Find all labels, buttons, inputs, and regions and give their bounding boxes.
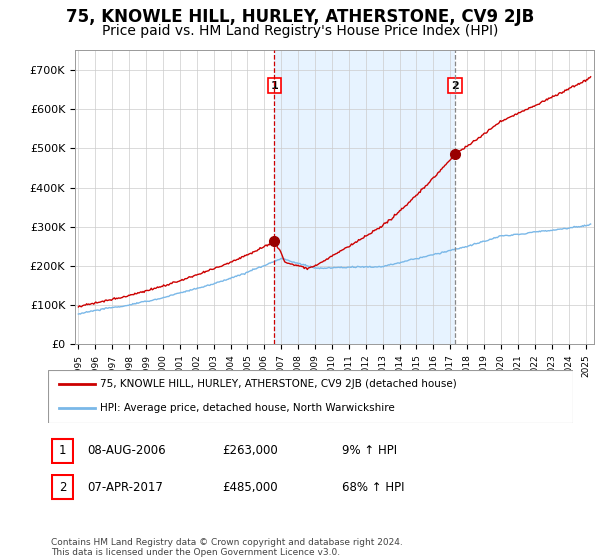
FancyBboxPatch shape (52, 475, 73, 500)
Text: 2: 2 (59, 480, 66, 494)
FancyBboxPatch shape (52, 438, 73, 463)
Text: Price paid vs. HM Land Registry's House Price Index (HPI): Price paid vs. HM Land Registry's House … (102, 24, 498, 38)
Text: £263,000: £263,000 (222, 444, 278, 458)
Text: 1: 1 (271, 81, 278, 91)
Bar (274, 50, 455, 344)
Text: 2: 2 (451, 81, 459, 91)
Text: 1: 1 (59, 444, 66, 458)
Text: 68% ↑ HPI: 68% ↑ HPI (342, 480, 404, 494)
FancyBboxPatch shape (48, 370, 573, 423)
Text: 75, KNOWLE HILL, HURLEY, ATHERSTONE, CV9 2JB: 75, KNOWLE HILL, HURLEY, ATHERSTONE, CV9… (66, 8, 534, 26)
Text: HPI: Average price, detached house, North Warwickshire: HPI: Average price, detached house, Nort… (101, 403, 395, 413)
Text: Contains HM Land Registry data © Crown copyright and database right 2024.
This d: Contains HM Land Registry data © Crown c… (51, 538, 403, 557)
Text: 9% ↑ HPI: 9% ↑ HPI (342, 444, 397, 458)
Text: 75, KNOWLE HILL, HURLEY, ATHERSTONE, CV9 2JB (detached house): 75, KNOWLE HILL, HURLEY, ATHERSTONE, CV9… (101, 379, 457, 389)
Text: 07-APR-2017: 07-APR-2017 (87, 480, 163, 494)
Text: £485,000: £485,000 (222, 480, 278, 494)
Text: 08-AUG-2006: 08-AUG-2006 (87, 444, 166, 458)
